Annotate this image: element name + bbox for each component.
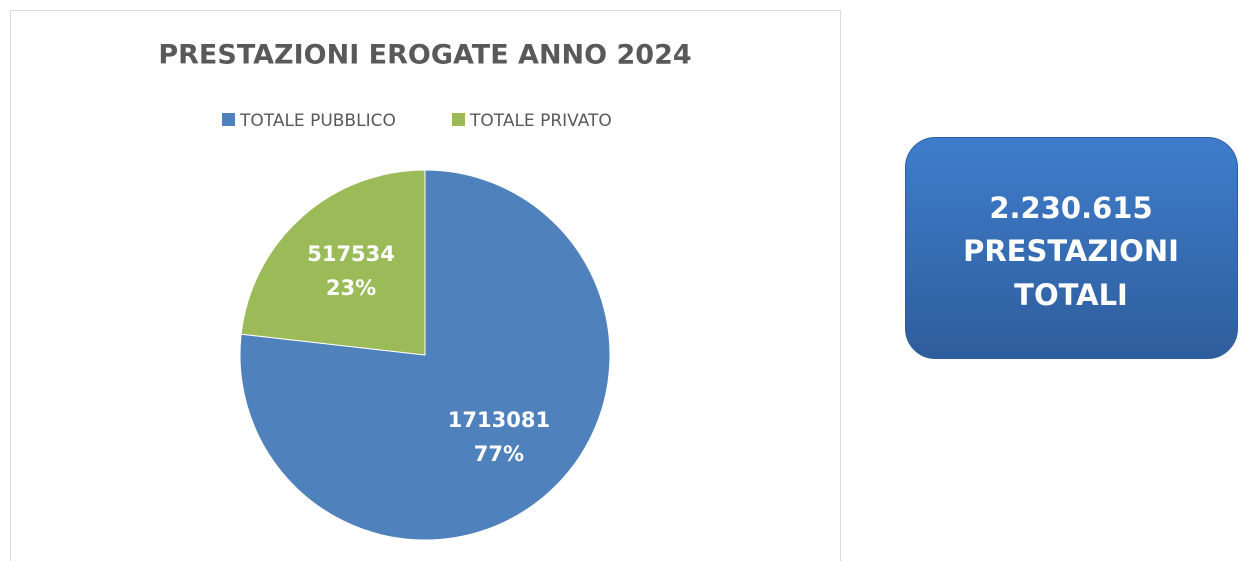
pie-slice xyxy=(239,169,611,541)
total-caption: PRESTAZIONI xyxy=(963,234,1179,268)
total-caption: TOTALI xyxy=(1014,278,1128,312)
total-value: 2.230.615 xyxy=(989,191,1152,225)
legend-label: TOTALE PUBBLICO xyxy=(239,111,396,131)
pie-slice xyxy=(240,169,426,356)
slice-percent-label: 77% xyxy=(474,442,524,466)
legend-swatch xyxy=(452,113,465,126)
total-box xyxy=(905,137,1238,359)
legend-swatch xyxy=(222,113,235,126)
chart-title: PRESTAZIONI EROGATE ANNO 2024 xyxy=(158,40,691,71)
slice-value-label: 1713081 xyxy=(448,408,550,432)
slice-percent-label: 23% xyxy=(326,276,376,300)
legend-label: TOTALE PRIVATO xyxy=(469,111,612,131)
slice-value-label: 517534 xyxy=(307,242,395,266)
